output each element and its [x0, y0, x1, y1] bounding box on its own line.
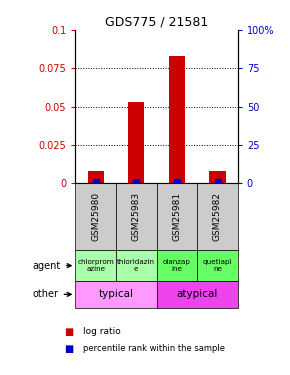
Point [134, 179, 139, 185]
Bar [128, 102, 144, 183]
Point [215, 179, 220, 185]
Text: percentile rank within the sample: percentile rank within the sample [83, 344, 225, 353]
Text: ■: ■ [64, 344, 73, 354]
Point [93, 179, 98, 185]
FancyBboxPatch shape [197, 183, 238, 250]
FancyBboxPatch shape [116, 183, 157, 250]
FancyBboxPatch shape [75, 183, 116, 250]
Bar [169, 56, 185, 183]
FancyBboxPatch shape [197, 250, 238, 281]
Text: ■: ■ [64, 327, 73, 337]
Text: GSM25982: GSM25982 [213, 192, 222, 241]
Text: GSM25980: GSM25980 [91, 192, 100, 241]
FancyBboxPatch shape [75, 250, 116, 281]
Text: quetiapi
ne: quetiapi ne [203, 259, 232, 272]
Text: thioridazin
e: thioridazin e [117, 259, 155, 272]
Title: GDS775 / 21581: GDS775 / 21581 [105, 16, 208, 29]
Text: chlorprom
azine: chlorprom azine [77, 259, 114, 272]
FancyBboxPatch shape [116, 250, 157, 281]
FancyBboxPatch shape [75, 281, 157, 308]
Bar [209, 171, 226, 183]
Text: other: other [33, 290, 71, 299]
Text: atypical: atypical [177, 290, 218, 299]
FancyBboxPatch shape [157, 183, 197, 250]
FancyBboxPatch shape [157, 250, 197, 281]
FancyBboxPatch shape [157, 281, 238, 308]
Text: agent: agent [33, 261, 71, 271]
Point [175, 179, 179, 185]
Text: typical: typical [99, 290, 133, 299]
Text: GSM25983: GSM25983 [132, 192, 141, 241]
Bar [88, 171, 104, 183]
Text: log ratio: log ratio [83, 327, 120, 336]
Text: olanzap
ine: olanzap ine [163, 259, 191, 272]
Text: GSM25981: GSM25981 [172, 192, 182, 241]
